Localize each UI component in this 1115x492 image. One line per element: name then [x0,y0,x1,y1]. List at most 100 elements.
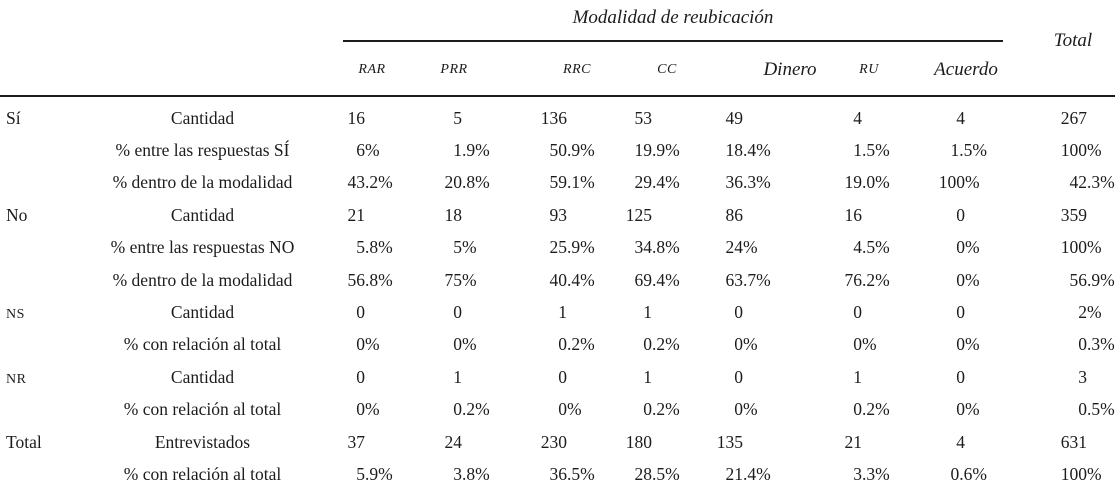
value-cell: 4 [853,107,862,128]
value-cell: 180 [625,431,652,452]
row-measure-label: Cantidad [170,302,235,323]
value-cell: 1 [643,302,652,323]
value-cell: 0% [956,399,980,420]
value-cell: 1 [558,302,567,323]
value-cell: 5% [453,237,477,258]
value-cell: 0% [734,399,758,420]
value-cell: 0% [956,269,980,290]
table-row: % con relación al total 0% 0.2% 0% 0.2% 0% 0.2… [0,394,1115,426]
value-cell: 0% [356,399,380,420]
value-cell: 25.9% [549,237,595,258]
row-measure-label: % con relación al total [123,334,282,355]
table-row: % dentro de la modalidad 56.8% 75% 40.4% 69.… [0,264,1115,296]
value-cell: 4 [956,431,965,452]
value-cell: 136 [540,107,567,128]
value-cell: 0% [956,334,980,355]
value-cell: 56.8% [347,269,393,290]
value-cell: 0.2% [558,334,595,355]
table-row: % con relación al total 5.9% 3.8% 36.5% 28.5… [0,458,1115,490]
value-cell: 5 [453,107,462,128]
row-measure-label: Cantidad [170,107,235,128]
value-cell: 2% [1078,302,1102,323]
value-cell: 56.9% [1069,269,1115,290]
value-cell: 0.2% [453,399,490,420]
row-measure-label: % entre las respuestas SÍ [115,140,290,161]
value-cell: 59.1% [549,172,595,193]
value-cell: 631 [1060,431,1087,452]
value-cell: 34.8% [634,237,680,258]
value-cell: 29.4% [634,172,680,193]
value-cell: 0 [356,366,365,387]
value-cell: 0 [558,366,567,387]
value-cell: 0 [453,302,462,323]
row-measure-label: Cantidad [170,204,235,225]
value-cell: 40.4% [549,269,595,290]
value-cell: 100% [938,172,980,193]
value-cell: 125 [625,204,652,225]
total-column-header: Total [1053,30,1093,51]
value-cell: 0% [853,334,877,355]
value-cell: 4.5% [853,237,890,258]
value-cell: 1 [643,366,652,387]
row-measure-label: Cantidad [170,366,235,387]
value-cell: 18.4% [725,140,771,161]
row-measure-label: % con relación al total [123,463,282,484]
value-cell: 0.5% [1078,399,1115,420]
table-row: NS Cantidad 0 0 1 1 0 0 0 2% [0,296,1115,328]
value-cell: 267 [1060,107,1087,128]
value-cell: 100% [1060,463,1102,484]
value-cell: 0.2% [853,399,890,420]
column-header-dinero: Dinero [763,59,817,80]
row-group-label: NS [6,307,25,323]
value-cell: 53 [634,107,653,128]
value-cell: 42.3% [1069,172,1115,193]
value-cell: 0% [734,334,758,355]
value-cell: 69.4% [634,269,680,290]
value-cell: 36.5% [549,463,595,484]
value-cell: 1.5% [950,140,987,161]
value-cell: 1 [853,366,862,387]
value-cell: 230 [540,431,567,452]
value-cell: 1 [453,366,462,387]
column-header-cc: CC [657,62,677,77]
table-row: % con relación al total 0% 0% 0.2% 0.2% 0% 0% 0… [0,329,1115,361]
value-cell: 28.5% [634,463,680,484]
value-cell: 16 [347,107,366,128]
value-cell: 5.9% [356,463,393,484]
value-cell: 3 [1078,366,1087,387]
value-cell: 0 [356,302,365,323]
value-cell: 37 [347,431,366,452]
column-header-ru: RU [859,62,879,77]
value-cell: 76.2% [844,269,890,290]
value-cell: 6% [356,140,380,161]
row-measure-label: % entre las respuestas NO [110,237,295,258]
row-group-label: No [6,204,28,225]
spanner-rule [343,40,1003,42]
value-cell: 63.7% [725,269,771,290]
value-cell: 0 [956,302,965,323]
value-cell: 24 [444,431,463,452]
value-cell: 16 [844,204,863,225]
value-cell: 20.8% [444,172,490,193]
table-row: NR Cantidad 0 1 0 1 0 1 0 3 [0,361,1115,393]
value-cell: 0.2% [643,399,680,420]
value-cell: 93 [549,204,568,225]
value-cell: 359 [1060,204,1087,225]
value-cell: 1.5% [853,140,890,161]
value-cell: 24% [725,237,758,258]
table-body: Sí Cantidad 16 5 136 53 49 4 4 267 % entre las res… [0,102,1115,491]
value-cell: 49 [725,107,744,128]
table-row: % entre las respuestas SÍ 6% 1.9% 50.9% 19.9… [0,134,1115,166]
table-row: % dentro de la modalidad 43.2% 20.8% 59.1% 2… [0,167,1115,199]
value-cell: 43.2% [347,172,393,193]
row-measure-label: % con relación al total [123,399,282,420]
value-cell: 86 [725,204,744,225]
value-cell: 0% [558,399,582,420]
value-cell: 0.6% [950,463,987,484]
value-cell: 0 [853,302,862,323]
header-divider-rule [0,95,1115,97]
value-cell: 21 [347,204,366,225]
column-header-acuerdo: Acuerdo [934,59,998,80]
value-cell: 135 [716,431,743,452]
